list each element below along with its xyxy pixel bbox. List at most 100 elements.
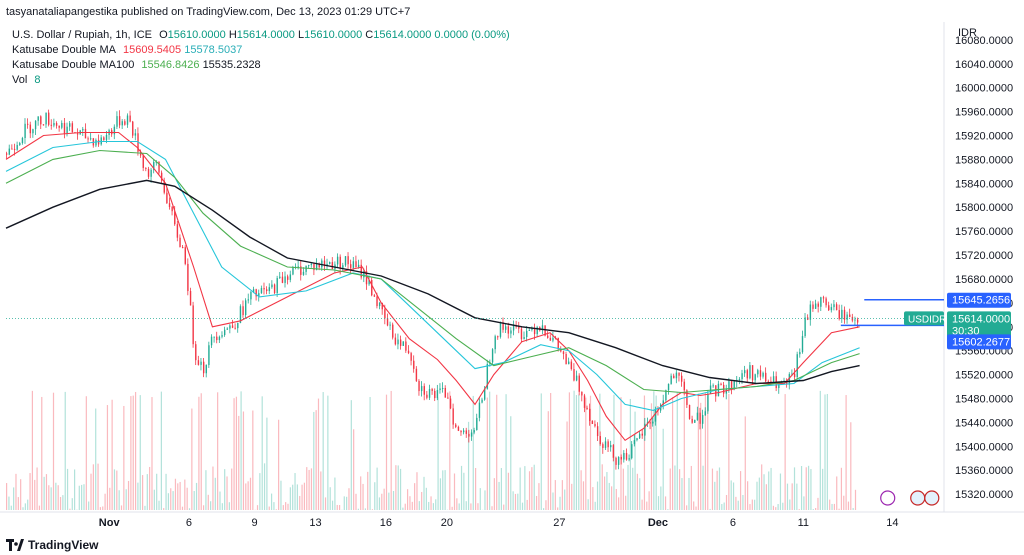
- volume-bar: [364, 508, 366, 510]
- volume-bar: [697, 393, 699, 510]
- candle-body: [625, 453, 628, 460]
- volume-bar: [287, 503, 289, 510]
- candle-body: [37, 116, 39, 121]
- volume-bar: [158, 500, 160, 510]
- candle-body: [528, 329, 531, 331]
- candle-body: [132, 121, 134, 136]
- volume-bar: [800, 466, 803, 510]
- volume-bar: [747, 481, 749, 510]
- x-tick-label: 9: [252, 517, 258, 529]
- candle-body: [158, 161, 160, 173]
- volume-bar: [34, 479, 36, 510]
- volume-bar: [113, 469, 116, 510]
- volume-bar: [725, 495, 728, 510]
- volume-bar: [484, 490, 486, 510]
- volume-bar: [470, 503, 472, 510]
- candle-body: [210, 336, 213, 346]
- volume-bar: [125, 489, 127, 510]
- candle-body: [352, 261, 355, 268]
- volume-bar: [381, 493, 383, 510]
- candle-body: [623, 453, 625, 460]
- ma_slow-line: [5, 149, 860, 394]
- candle-body: [126, 115, 129, 125]
- candle-body: [733, 381, 735, 390]
- volume-bar: [472, 395, 474, 510]
- volume-bar: [791, 483, 793, 510]
- candle-body: [113, 126, 116, 135]
- volume-bar: [416, 472, 418, 510]
- candle-body: [502, 322, 504, 330]
- volume-bar: [404, 503, 406, 510]
- price-chart[interactable]: 16080.0000 16040.0000 16000.0000 15960.0000…: [0, 22, 1024, 533]
- candle-body: [21, 138, 24, 144]
- volume-bar: [793, 467, 796, 510]
- us-flag-event-icon: [924, 490, 940, 506]
- volume-bar: [226, 476, 228, 510]
- candle-body: [481, 399, 483, 403]
- volume-bar: [669, 468, 671, 510]
- volume-bar: [423, 476, 425, 510]
- volume-bar: [85, 396, 87, 510]
- candle-body: [615, 457, 617, 465]
- ma2-name: Katusabe Double MA100: [12, 59, 135, 71]
- candle-body: [223, 329, 226, 336]
- footer-brand[interactable]: TradingView: [6, 538, 98, 552]
- candle-body: [607, 441, 609, 448]
- candle-body: [560, 349, 562, 352]
- volume-bar: [829, 499, 831, 510]
- symbol-tag-bg: [904, 311, 944, 326]
- volume-bar: [538, 483, 540, 510]
- candle-body: [457, 426, 460, 431]
- candle-body: [118, 116, 121, 126]
- candle-body: [323, 260, 326, 267]
- candle-body: [71, 123, 74, 133]
- candle-body: [423, 386, 425, 395]
- candle-body: [200, 361, 202, 365]
- volume-bar: [608, 482, 610, 510]
- volume-bar: [249, 477, 252, 510]
- candle-body: [523, 337, 525, 340]
- x-tick-label: 11: [798, 517, 809, 529]
- ma1-name: Katusabe Double MA: [12, 44, 116, 56]
- ma2-value-1: 15546.8426: [141, 59, 200, 71]
- candle-body: [397, 339, 399, 345]
- lower-level-tag: 15602.2677: [952, 336, 1010, 348]
- volume-bar: [181, 506, 184, 510]
- attribution-text: tasyanataliapangestika published on Trad…: [6, 6, 411, 18]
- volume-bar: [695, 506, 697, 510]
- candle-body: [610, 445, 612, 448]
- open-value: 15610.0000: [167, 29, 226, 41]
- candle-body: [447, 397, 449, 399]
- volume-bar: [765, 484, 767, 510]
- candle-body: [69, 123, 71, 127]
- candle-body: [820, 297, 822, 307]
- volume-bar: [758, 477, 760, 510]
- chart-area[interactable]: 16080.0000 16040.0000 16000.0000 15960.0000…: [0, 22, 1024, 533]
- candle-body: [596, 426, 599, 437]
- candle-body: [413, 360, 415, 369]
- volume-bar: [571, 483, 573, 510]
- candle-body: [260, 288, 263, 294]
- candle-body: [452, 408, 454, 425]
- volume-bar: [402, 507, 404, 510]
- candle-body: [231, 325, 234, 328]
- volume-bar: [843, 495, 845, 510]
- candle-body: [95, 139, 97, 146]
- volume-bar: [55, 482, 57, 510]
- candle-body: [197, 360, 200, 365]
- volume-bar: [392, 491, 395, 510]
- candle-body: [344, 256, 347, 266]
- candle-body: [426, 394, 428, 398]
- volume-bar: [770, 467, 772, 510]
- candle-body: [174, 211, 176, 225]
- volume-bar: [833, 503, 835, 510]
- candle-body: [339, 256, 341, 269]
- candle-body: [654, 409, 657, 422]
- volume-bar: [36, 467, 38, 510]
- volume-bar: [301, 484, 303, 510]
- volume-bar: [116, 470, 118, 510]
- candle-body: [258, 293, 260, 297]
- candle-body: [462, 430, 465, 433]
- candle-body: [42, 124, 45, 126]
- candle-body: [410, 353, 412, 361]
